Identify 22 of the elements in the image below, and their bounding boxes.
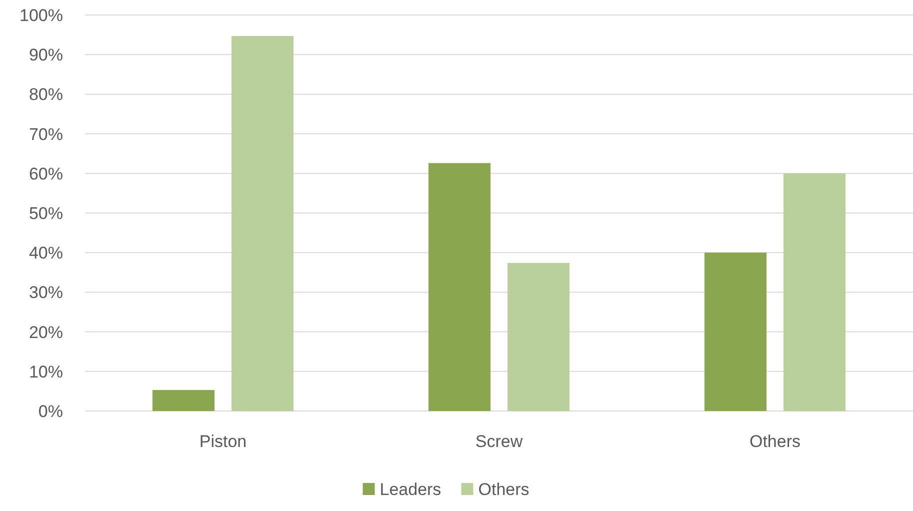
x-tick-label: Piston	[199, 432, 247, 451]
y-tick-label: 50%	[28, 204, 63, 223]
y-tick-label: 100%	[20, 6, 63, 25]
bar	[232, 36, 294, 411]
y-tick-label: 80%	[28, 85, 63, 104]
y-tick-label: 0%	[38, 402, 63, 421]
legend-label: Leaders	[380, 480, 442, 499]
bar	[784, 173, 846, 411]
y-tick-label: 60%	[28, 164, 63, 184]
y-tick-label: 40%	[28, 244, 63, 263]
x-tick-label: Screw	[475, 432, 524, 451]
bar	[428, 163, 490, 411]
y-tick-label: 30%	[28, 283, 63, 302]
y-tick-label: 70%	[28, 124, 63, 144]
x-tick-label: Others	[749, 432, 801, 451]
y-tick-label: 20%	[28, 322, 63, 342]
bar	[152, 390, 214, 411]
bar	[508, 262, 570, 411]
legend-label: Others	[478, 480, 530, 499]
y-tick-label: 10%	[28, 362, 63, 382]
bar	[704, 252, 766, 411]
y-tick-label: 90%	[28, 46, 63, 65]
